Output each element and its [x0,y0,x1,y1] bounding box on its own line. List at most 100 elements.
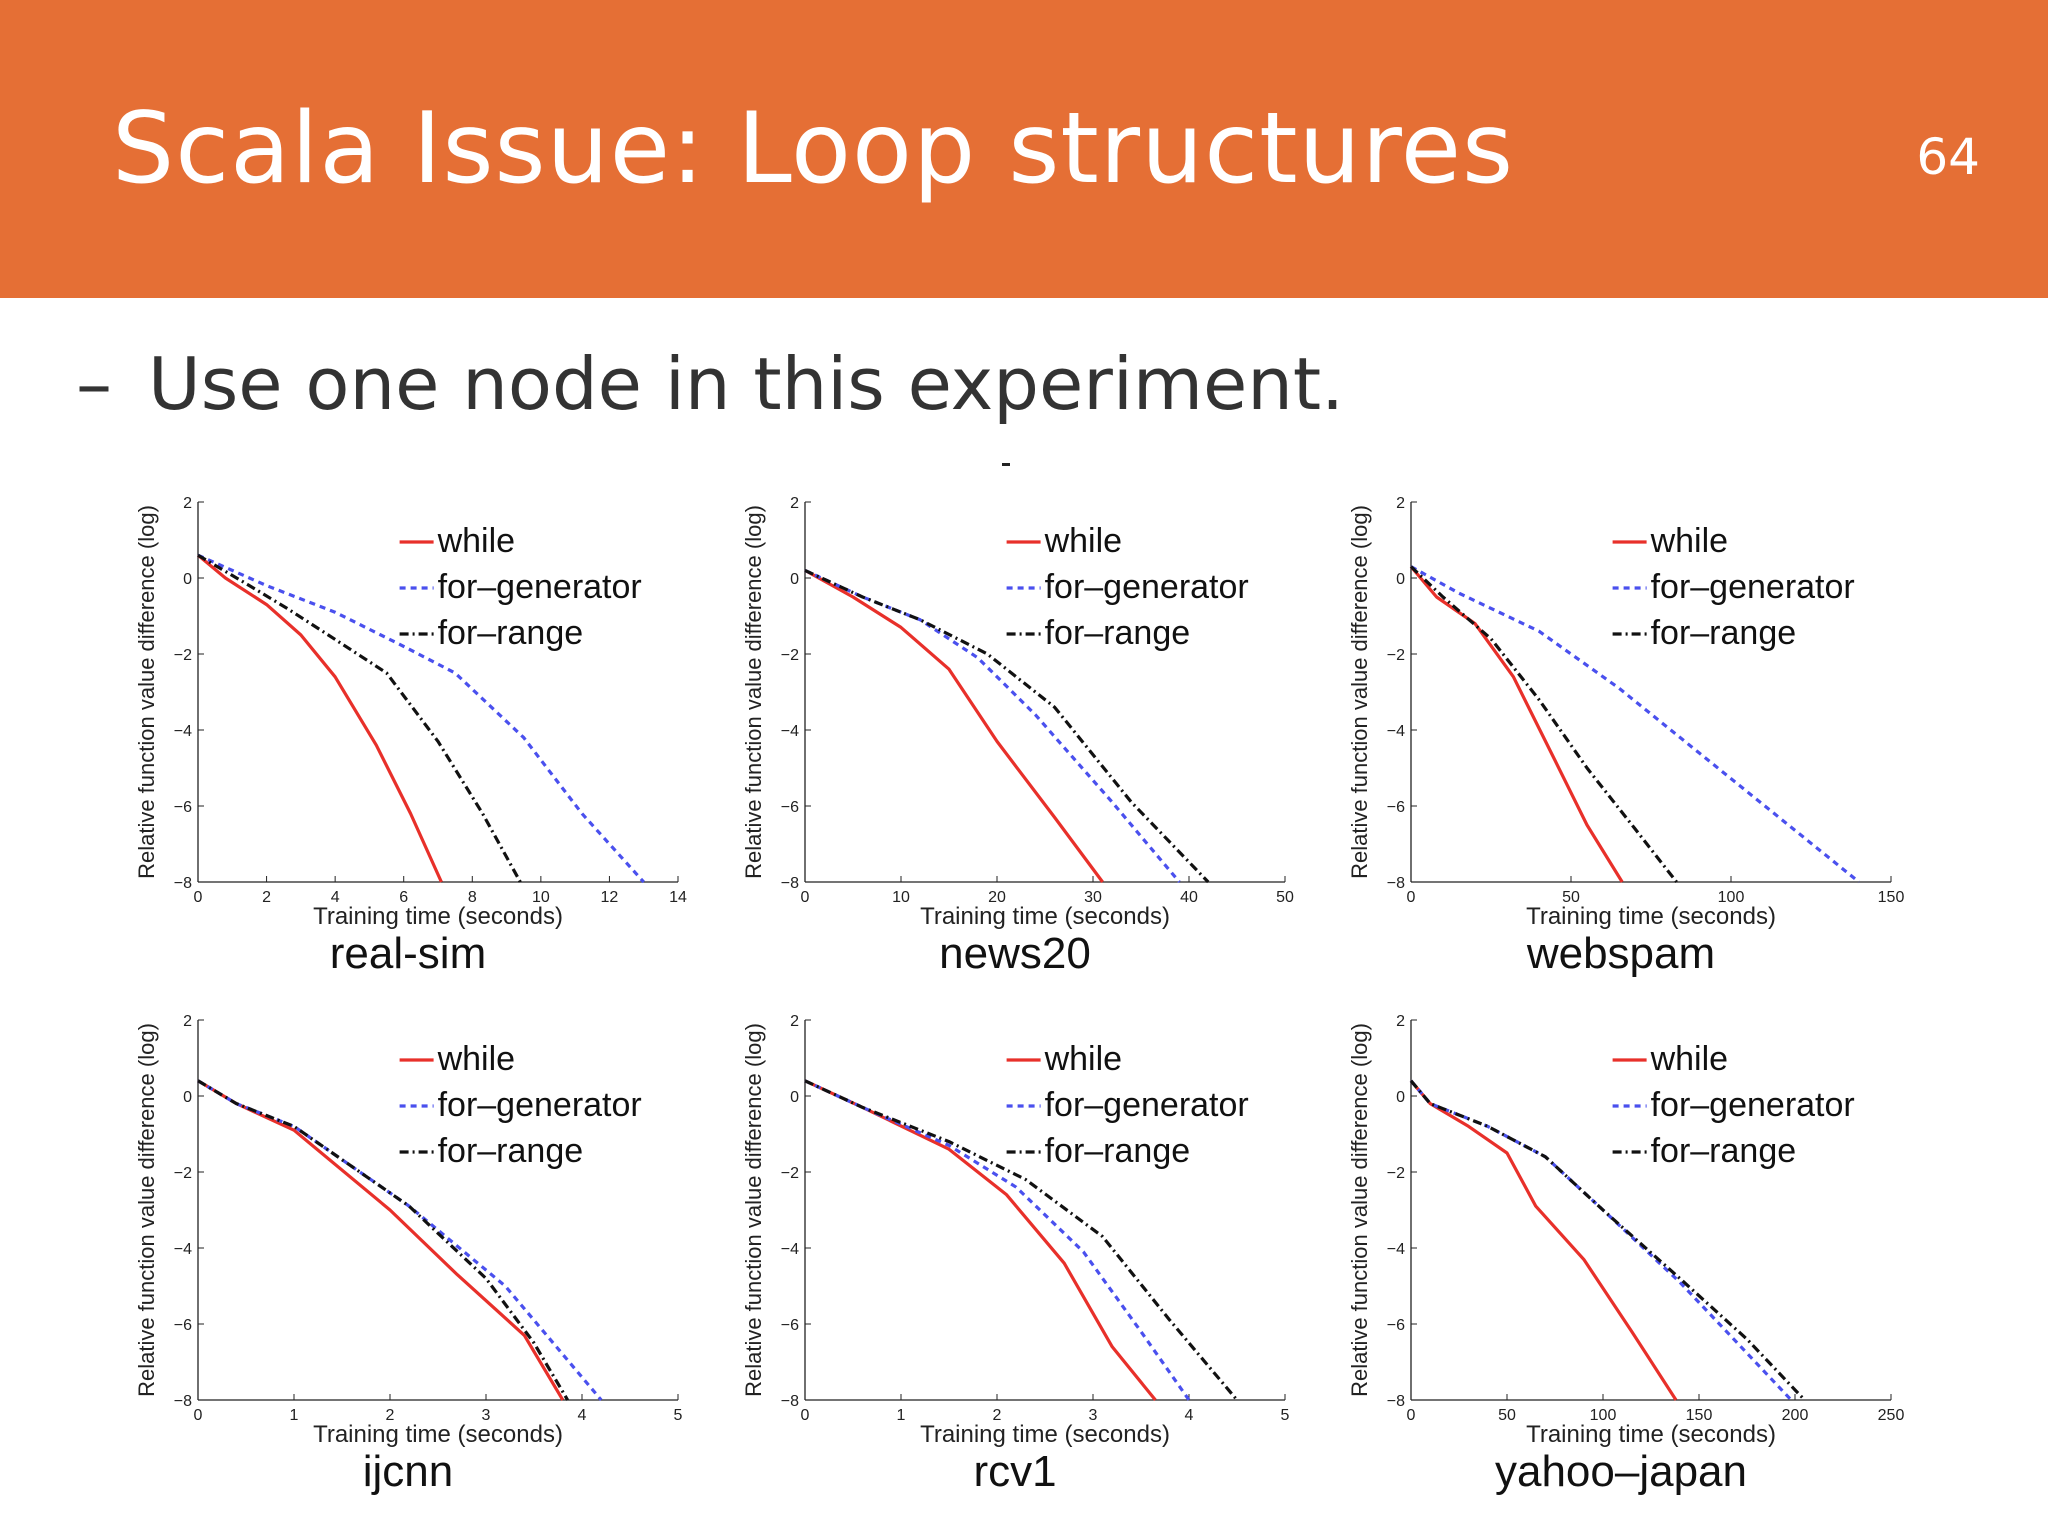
y-tick-label: 0 [790,571,799,588]
y-tick-label: −2 [781,1165,799,1182]
legend-label-while: while [1650,522,1728,560]
chart-rcv1: −8 −6 −4 −2 0 2 0 1 2 3 4 5 Training time (seconds) R… [741,1013,1290,1496]
x-tick-label: 12 [601,889,619,906]
y-axis-label: Relative function value difference (log) [1347,505,1372,879]
x-tick-label: 150 [1878,889,1905,906]
y-tick-label: −8 [174,875,192,892]
legend-label-for-range: for–range [1045,1132,1191,1170]
x-tick-label: 1 [897,1407,906,1424]
x-axis-label: Training time (seconds) [313,1421,563,1448]
stray-mark [1002,463,1010,466]
series-line-while [196,553,443,883]
y-tick-label: −2 [1387,647,1405,664]
series-line-while [804,1079,1157,1402]
x-tick-label: 200 [1782,1407,1809,1424]
legend-label-for-range: for–range [1651,614,1797,652]
x-tick-label: 30 [1084,889,1102,906]
y-tick-label: 0 [1396,571,1405,588]
legend-label-for-generator: for–generator [438,568,642,606]
chart-title: yahoo–japan [1495,1447,1747,1496]
x-axis-label: Training time (seconds) [1526,1421,1776,1448]
x-tick-label: 3 [482,1407,491,1424]
y-axis-label: Relative function value difference (log) [741,1023,766,1397]
x-tick-label: 50 [1498,1407,1516,1424]
chart-title: real-sim [330,929,486,978]
y-tick-label: −4 [781,1241,799,1258]
title-bar: Scala Issue: Loop structures 64 [0,0,2048,298]
y-tick-label: −6 [781,799,799,816]
y-tick-label: −8 [174,1393,192,1410]
x-tick-label: 4 [331,889,340,906]
bullet-item: – Use one node in this experiment. [76,342,1344,426]
x-tick-label: 1 [290,1407,299,1424]
chart-title: news20 [939,929,1091,978]
y-tick-label: 2 [1396,495,1405,512]
y-axis-label: Relative function value difference (log) [134,1023,159,1397]
x-tick-label: 10 [892,889,910,906]
bullet-marker: – [76,342,112,426]
y-tick-label: 2 [790,1013,799,1030]
chart-title: ijcnn [363,1447,454,1496]
series-line-for-range [197,1079,569,1401]
chart-ijcnn: −8 −6 −4 −2 0 2 0 1 2 3 4 5 Training time (seconds) R… [134,1013,683,1496]
legend-label-while: while [1044,522,1122,560]
y-tick-label: −4 [1387,723,1405,740]
y-tick-label: 0 [790,1089,799,1106]
x-axis-label: Training time (seconds) [920,903,1170,930]
y-tick-label: −4 [781,723,799,740]
legend-label-for-generator: for–generator [1651,568,1855,606]
series-line-for-range [804,568,1210,884]
series-line-for-generator [804,1079,1191,1401]
y-tick-label: −2 [174,1165,192,1182]
y-tick-label: 0 [183,1089,192,1106]
y-tick-label: 2 [1396,1013,1405,1030]
legend-label-while: while [437,522,515,560]
y-tick-label: −2 [1387,1165,1405,1182]
x-tick-label: 100 [1590,1407,1617,1424]
x-tick-label: 2 [262,889,271,906]
y-tick-label: −4 [174,1241,192,1258]
x-tick-label: 0 [1407,1407,1416,1424]
legend-label-for-generator: for–generator [1045,568,1249,606]
legend-label-while: while [1044,1040,1122,1078]
y-tick-label: −6 [174,799,192,816]
y-tick-label: 2 [183,495,192,512]
legend-label-for-generator: for–generator [1045,1086,1249,1124]
series-line-for-range [1409,565,1678,883]
x-axis-label: Training time (seconds) [920,1421,1170,1448]
x-tick-label: 0 [194,1407,203,1424]
chart-webspam: −8 −6 −4 −2 0 2 0 50 100 150 Training time (second… [1347,495,1905,978]
series-line-while [804,569,1104,883]
x-tick-label: 40 [1180,889,1198,906]
y-tick-label: −8 [1387,875,1405,892]
x-tick-label: 6 [399,889,408,906]
x-tick-label: 0 [194,889,203,906]
x-tick-label: 100 [1718,889,1745,906]
chart-yahoo-japan: −8 −6 −4 −2 0 2 0 50 100 150 200 250 Training time (… [1347,1013,1905,1496]
legend-label-while: while [437,1040,515,1078]
y-tick-label: −6 [1387,799,1405,816]
x-axis-label: Training time (seconds) [313,903,563,930]
y-tick-label: −4 [174,723,192,740]
series-line-for-range [804,1079,1239,1402]
x-tick-label: 3 [1089,1407,1098,1424]
y-tick-label: −8 [1387,1393,1405,1410]
y-tick-label: 2 [790,495,799,512]
x-tick-label: 20 [988,889,1006,906]
series-line-for-generator [197,553,645,884]
x-tick-label: 250 [1878,1407,1905,1424]
x-tick-label: 14 [669,889,687,906]
chart-real-sim: −8 −6 −4 −2 0 2 0 2 4 6 8 10 12 14 Training time (seco… [134,495,687,978]
y-tick-label: −6 [1387,1317,1405,1334]
legend-label-for-range: for–range [1045,614,1191,652]
page-number: 64 [1916,128,1980,186]
y-axis-label: Relative function value difference (log) [1347,1023,1372,1397]
y-tick-label: −6 [781,1317,799,1334]
series-line-for-range [1409,1079,1806,1402]
x-axis-label: Training time (seconds) [1526,903,1776,930]
legend-label-for-range: for–range [438,614,584,652]
x-tick-label: 50 [1562,889,1580,906]
x-tick-label: 5 [1281,1407,1290,1424]
y-axis-label: Relative function value difference (log) [741,505,766,879]
